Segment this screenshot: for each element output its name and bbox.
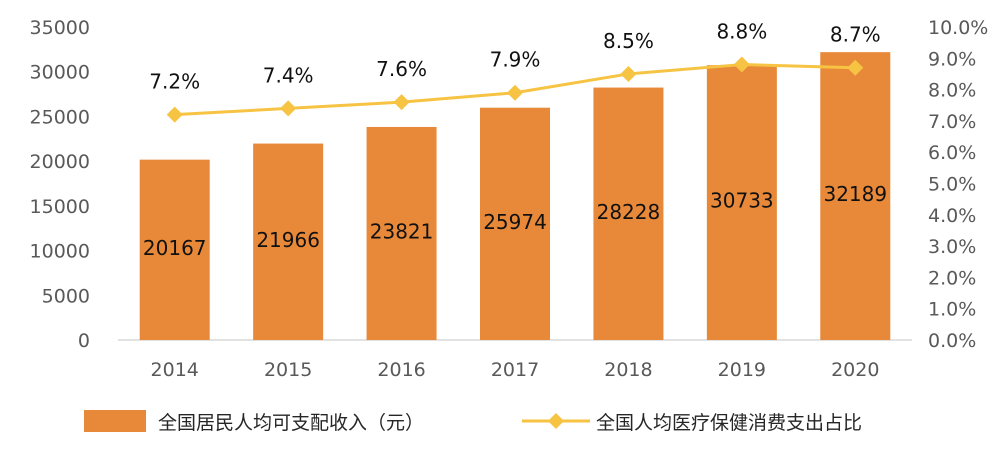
line-point — [507, 84, 523, 101]
x-tick-label: 2016 — [377, 359, 425, 381]
right-tick-label: 0.0% — [928, 330, 976, 352]
left-tick-label: 0 — [78, 330, 90, 352]
bar-series — [139, 52, 891, 341]
legend-line-label: 全国人均医疗保健消费支出占比 — [596, 412, 862, 434]
line-value-label: 7.9% — [490, 48, 541, 72]
bar — [706, 65, 777, 340]
bar — [593, 87, 664, 340]
left-axis-ticks: 0 5000 10000 15000 20000 25000 30000 35000 — [30, 17, 90, 352]
bar-value-labels: 20167 21966 23821 25974 28228 30733 32189 — [143, 182, 887, 260]
line-point — [847, 59, 864, 76]
bar-value-label: 32189 — [823, 182, 887, 206]
right-axis-ticks: 0.0% 1.0% 2.0% 3.0% 4.0% 5.0% 6.0% 7.0% 8.0% 9.0%… — [928, 17, 988, 352]
right-tick-label: 4.0% — [928, 205, 976, 227]
bar — [820, 52, 891, 341]
line-point — [393, 94, 410, 111]
x-axis-ticks: 2014 2015 2016 2017 2018 2019 2020 — [151, 359, 880, 381]
right-tick-label: 7.0% — [928, 111, 976, 133]
bar — [253, 143, 324, 340]
bar-value-label: 20167 — [143, 236, 207, 260]
line-value-label: 8.5% — [603, 29, 654, 53]
right-tick-label: 5.0% — [928, 174, 976, 196]
line-value-label: 7.2% — [149, 70, 200, 94]
line-point — [280, 100, 297, 117]
bar — [139, 159, 210, 340]
legend: 全国居民人均可支配收入（元） 全国人均医疗保健消费支出占比 — [84, 410, 862, 434]
bar-value-label: 30733 — [710, 189, 774, 213]
right-tick-label: 9.0% — [928, 48, 976, 70]
x-tick-label: 2020 — [831, 359, 879, 381]
line-point — [733, 56, 750, 73]
line-series — [166, 56, 864, 123]
line-value-label: 7.6% — [376, 57, 427, 81]
x-tick-label: 2015 — [264, 359, 312, 381]
left-tick-label: 5000 — [42, 285, 90, 307]
right-tick-label: 10.0% — [928, 17, 988, 39]
left-tick-label: 35000 — [30, 17, 90, 39]
legend-bar-swatch — [84, 410, 146, 432]
line-value-label: 8.7% — [830, 23, 881, 47]
bar — [480, 107, 550, 340]
x-tick-label: 2014 — [151, 359, 199, 381]
bar-value-label: 21966 — [256, 228, 320, 252]
bar-value-label: 28228 — [597, 200, 661, 224]
bar — [366, 126, 437, 340]
line-value-label: 7.4% — [263, 63, 314, 87]
left-tick-label: 30000 — [30, 62, 90, 84]
left-tick-label: 10000 — [30, 241, 90, 263]
right-tick-label: 6.0% — [928, 142, 976, 164]
line-point — [620, 65, 637, 82]
right-tick-label: 2.0% — [928, 267, 976, 289]
x-tick-label: 2017 — [491, 359, 539, 381]
x-tick-label: 2018 — [604, 359, 652, 381]
line-point — [166, 106, 183, 123]
bar-value-label: 23821 — [370, 219, 434, 243]
legend-line-marker — [548, 413, 564, 429]
left-tick-label: 20000 — [30, 151, 90, 173]
left-tick-label: 25000 — [30, 106, 90, 128]
bar-value-label: 25974 — [483, 210, 547, 234]
left-tick-label: 15000 — [30, 196, 90, 218]
legend-bar-label: 全国居民人均可支配收入（元） — [158, 412, 424, 434]
x-tick-label: 2019 — [718, 359, 766, 381]
right-tick-label: 8.0% — [928, 80, 976, 102]
line-value-label: 8.8% — [716, 20, 767, 44]
right-tick-label: 1.0% — [928, 299, 976, 321]
line-value-labels: 7.2% 7.4% 7.6% 7.9% 8.5% 8.8% 8.7% — [149, 20, 880, 94]
right-tick-label: 3.0% — [928, 236, 976, 258]
